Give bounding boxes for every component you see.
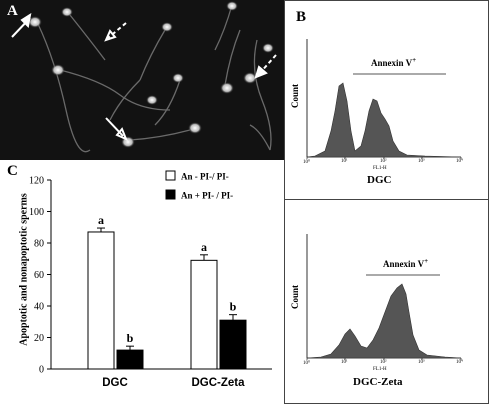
x-tick-marks [306,358,462,360]
y-tick-label: 100 [29,207,44,218]
significance-label: b [230,300,237,314]
ylabel-count-top: Count [290,83,301,109]
bar-nonapoptotic-dgc [87,231,115,370]
x-tick-marks [306,157,462,159]
xtick-label-bottom-2: 10² [380,360,387,365]
bar-chart-svg: 0 20 40 60 80 100 120 a b DGC a b DGC-Zeta An - PI-/ … [29,170,272,389]
axis-label-bottom: FL1-H [373,367,387,372]
flow-histogram-svg-top [306,39,462,159]
x-category-label: DGC [102,377,128,389]
xtick-label-bottom-1: 10¹ [341,360,348,365]
x-category-label: DGC-Zeta [191,377,245,389]
significance-label: b [127,331,134,345]
bar-apoptotic-dgc-zeta [219,319,247,370]
y-tick-label: 40 [34,302,44,313]
flow-histogram-svg-bottom [306,234,462,360]
xtick-label-top-4: 10⁴ [456,159,463,164]
panel-label-a: A [7,3,18,19]
y-tick-label: 0 [39,365,44,376]
panel-label-c: C [7,163,18,179]
micrograph-image [0,0,284,160]
legend-label: An + PI- / PI- [181,191,233,201]
flow-histogram-dgc: B Count Annexin V+ 10⁰ 10¹ 10² 10³ 10⁴ F… [284,0,489,200]
xtick-label-bottom-3: 10³ [418,360,425,365]
xtick-label-top-2: 10² [380,159,387,164]
xlabel-dgc-zeta-bottom: DGC-Zeta [353,376,403,388]
y-tick-label: 120 [29,176,44,187]
xtick-label-bottom-0: 10⁰ [303,361,311,366]
y-tick-label: 20 [34,333,44,344]
y-tick-label: 80 [34,239,44,250]
micrograph-panel: A [0,0,284,160]
histogram-area [306,283,462,359]
xtick-label-bottom-4: 10⁴ [456,360,463,365]
legend-label: An - PI-/ PI- [181,172,229,182]
bar-apoptotic-dgc [116,349,144,370]
legend-swatch [165,189,176,200]
histogram-area [306,82,462,158]
significance-label: a [98,213,104,227]
significance-label: a [201,240,207,254]
flow-histogram-dgc-zeta: Count Annexin V+ 10⁰ 10¹ 10² 10³ 10⁴ FL1… [284,200,489,404]
legend-swatch [165,170,176,181]
annexin-label-top: Annexin V+ [371,56,417,68]
panel-label-b: B [296,9,307,25]
xtick-label-top-3: 10³ [418,159,425,164]
ylabel-count-bottom: Count [290,284,301,310]
annexin-label-bottom: Annexin V+ [383,257,429,269]
y-tick-label: 60 [34,270,44,281]
axis-label-top: FL1-H [373,166,387,171]
bar-chart-panel: C Apoptotic and nonapoptotic sperms 0 20 4… [0,160,284,404]
bar-nonapoptotic-dgc-zeta [190,259,218,370]
xlabel-dgc-top: DGC [367,174,392,186]
xtick-label-top-0: 10⁰ [303,160,311,165]
xtick-label-top-1: 10¹ [341,159,348,164]
